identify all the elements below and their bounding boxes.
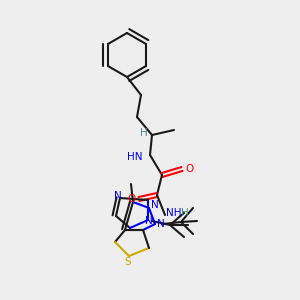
Text: N: N (114, 191, 122, 201)
Text: N: N (145, 216, 153, 226)
Text: H: H (140, 128, 148, 138)
Text: NH: NH (166, 208, 182, 218)
Text: HN: HN (127, 152, 142, 162)
Text: O: O (128, 194, 136, 204)
Text: N: N (157, 219, 165, 229)
Text: S: S (125, 257, 131, 267)
Text: H: H (181, 208, 189, 218)
Text: N: N (151, 200, 159, 210)
Text: O: O (185, 164, 193, 174)
